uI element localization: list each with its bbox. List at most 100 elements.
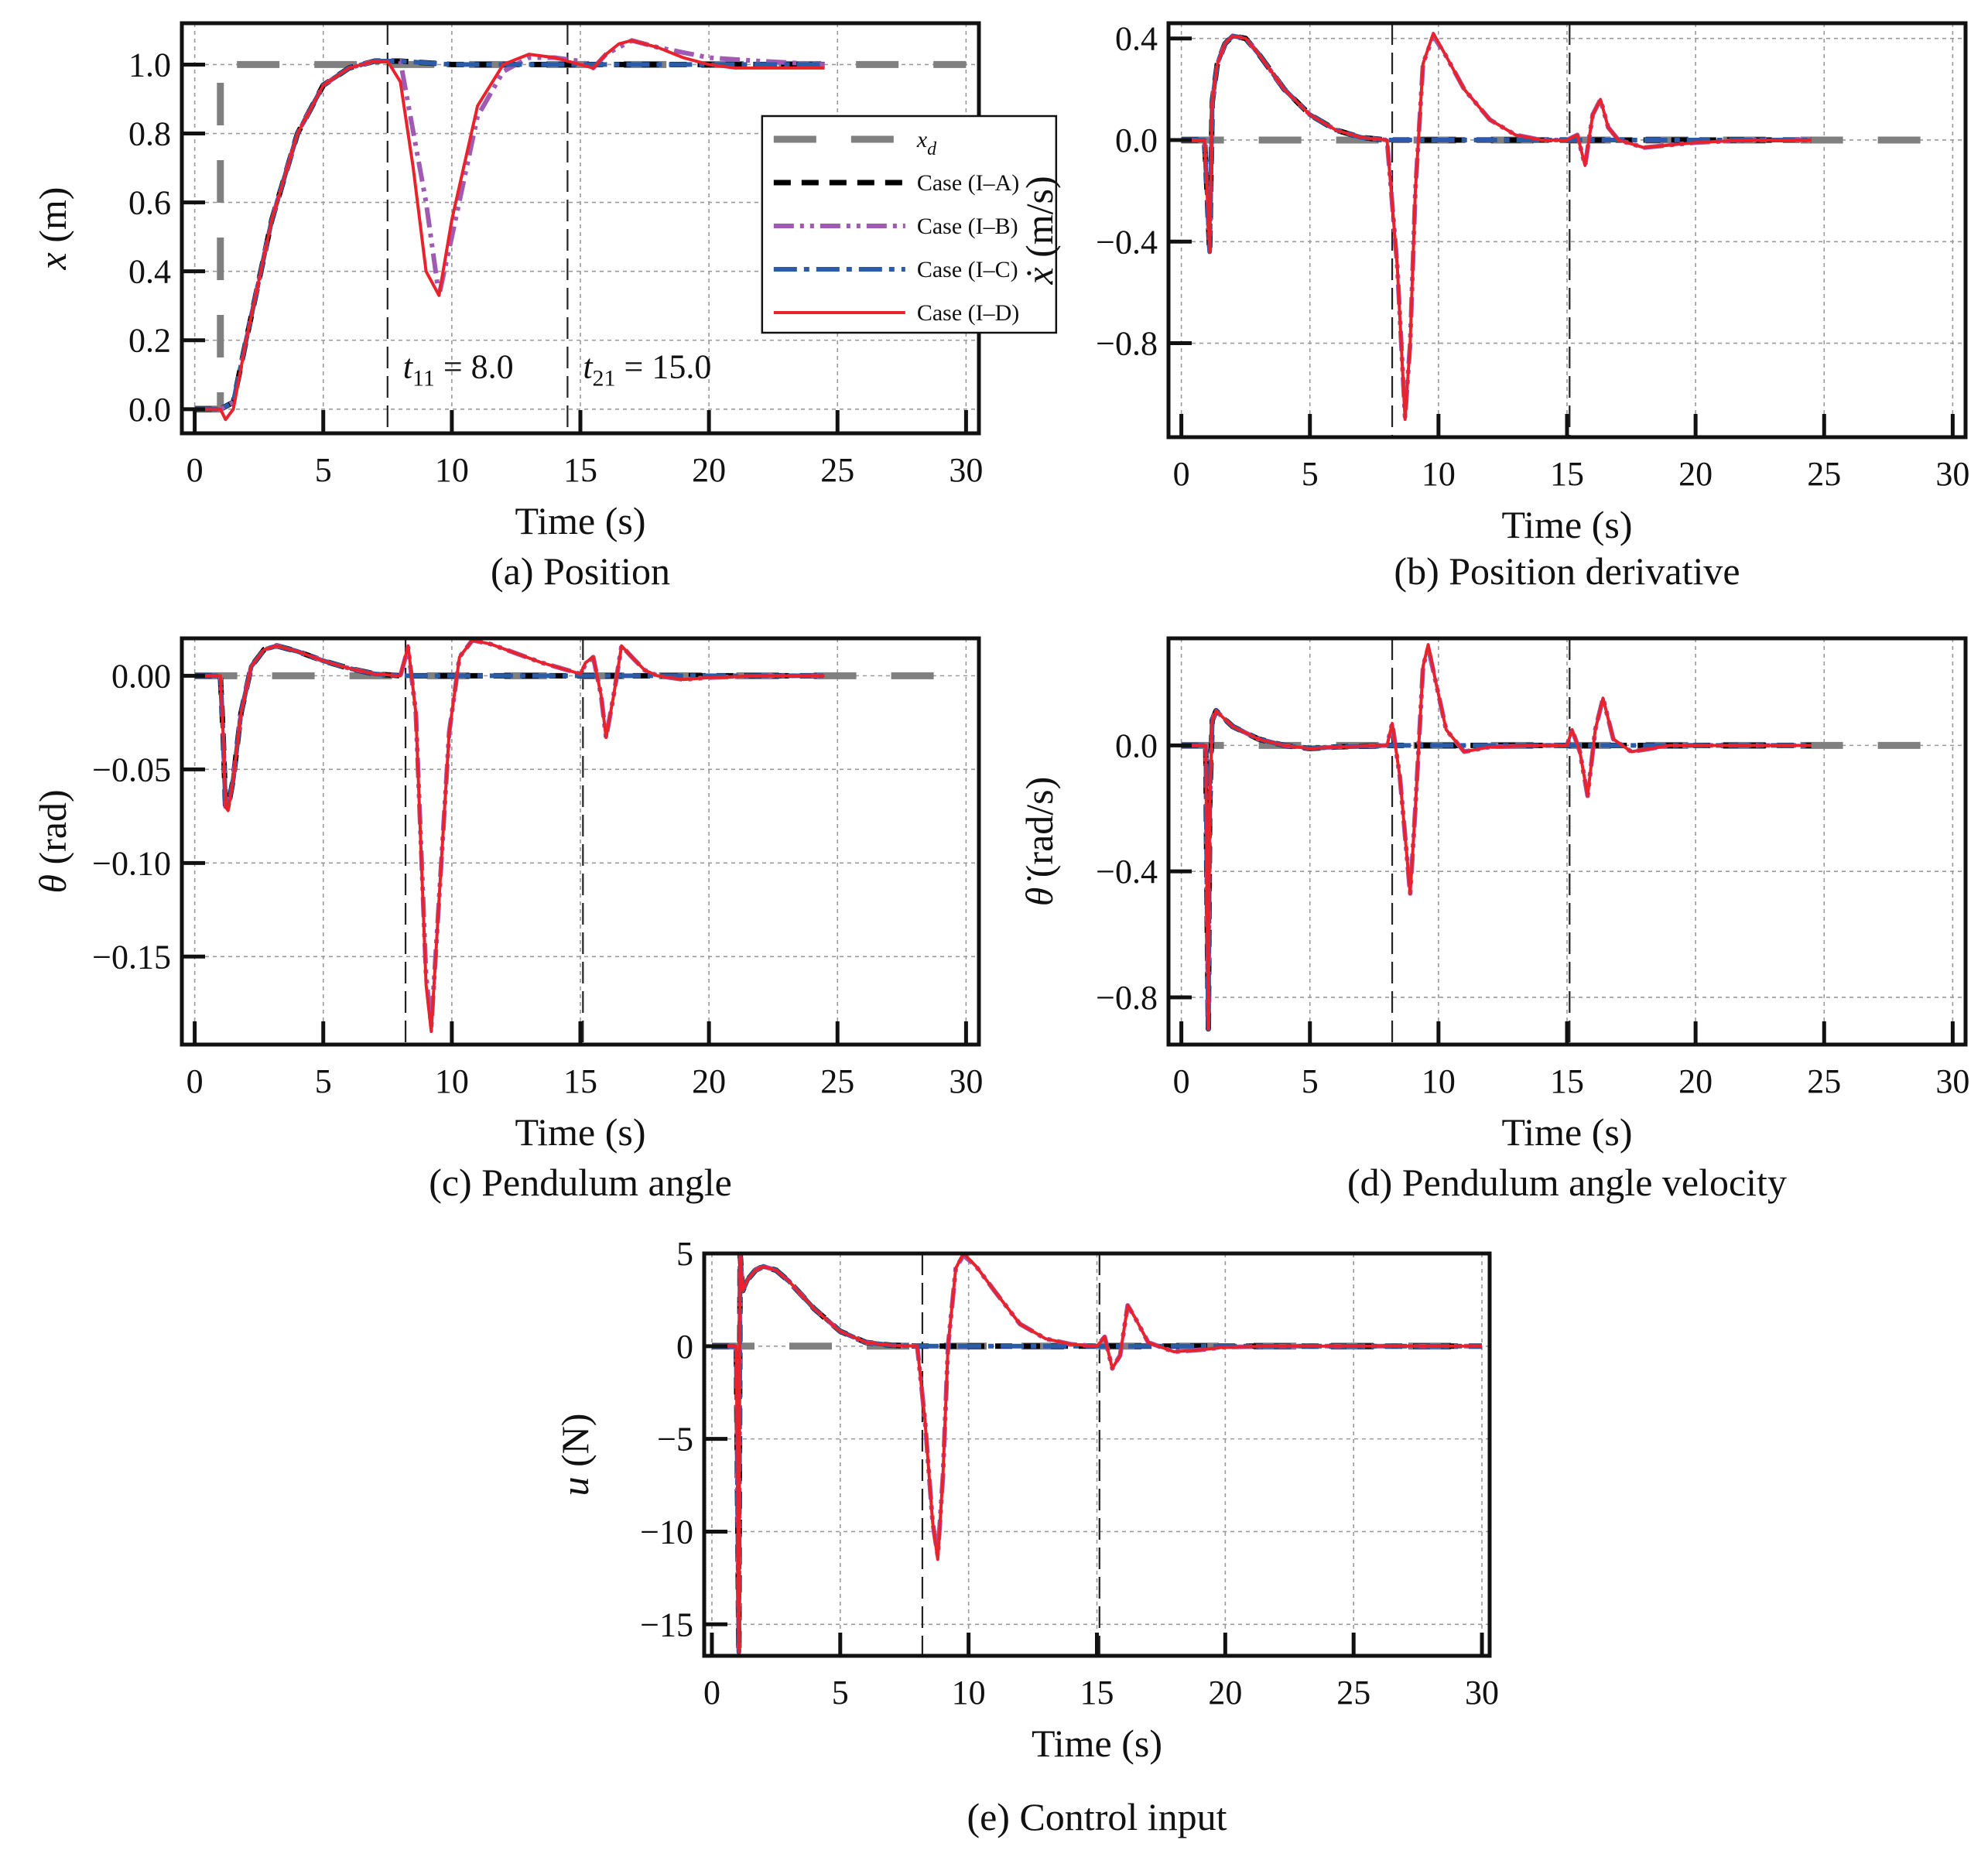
grid-c [182, 638, 979, 1045]
y-tick-label: −0.05 [92, 751, 171, 788]
legend-label-C: Case (I–C) [917, 257, 1018, 282]
x-tick-label: 0 [1173, 455, 1190, 493]
x-axis-label: Time (s) [515, 1110, 645, 1154]
legend-label-D: Case (I–D) [917, 300, 1019, 326]
x-tick-label: 25 [820, 1062, 854, 1100]
y-tick-label: −0.4 [1096, 853, 1158, 891]
y-tick-label: −0.15 [92, 938, 171, 976]
y-tick-label: 0.4 [1115, 20, 1158, 58]
series-C-line [194, 643, 825, 809]
series-A-line [194, 643, 825, 810]
series-A-line [712, 1253, 1482, 1655]
x-tick-label: 20 [1678, 455, 1713, 493]
y-tick-label: 0.6 [128, 184, 171, 222]
series-D-line [1181, 643, 1812, 1031]
panel-e: 0 5 10 15 20 25 30 −15 −10 −5 0 5 Time (s) u (N) (e) C… [553, 1235, 1499, 1838]
plot-area-c [194, 638, 967, 1034]
x-tick-label: 0 [1173, 1062, 1190, 1100]
panel-a: 0 5 10 15 20 25 30 0.0 0.2 0.4 0.6 0.8 1.0 Time (s) x … [31, 21, 1058, 593]
x-tick-label: 15 [1550, 1062, 1584, 1100]
y-tick-label: 0.0 [1115, 727, 1158, 764]
x-tick-label: 5 [1302, 1062, 1319, 1100]
x-tick-label: 25 [1807, 455, 1841, 493]
x-tick-label: 5 [315, 1062, 332, 1100]
y-tick-label: −0.4 [1096, 223, 1158, 261]
y-tick-label: 0.2 [128, 322, 171, 360]
legend-box [761, 115, 1058, 334]
x-tick-label: 0 [186, 451, 204, 489]
x-tick-label: 30 [1935, 455, 1969, 493]
x-tick-label: 30 [949, 1062, 983, 1100]
series-C-line [1181, 708, 1812, 1031]
y-axis-label: θ (rad) [31, 789, 74, 893]
x-tick-label: 30 [949, 451, 983, 489]
series-D-line [194, 39, 825, 422]
caption: (b) Position derivative [1394, 549, 1740, 593]
x-tick-label: 5 [315, 451, 332, 489]
x-tick-label: 25 [1807, 1062, 1841, 1100]
series-D-line [712, 1253, 1482, 1654]
x-tick-label: 25 [820, 451, 854, 489]
event-time-annotation: t11 = 8.0 [403, 348, 514, 392]
x-tick-label: 20 [1208, 1674, 1242, 1712]
y-tick-label: −15 [640, 1606, 693, 1643]
x-tick-label: 15 [1550, 455, 1584, 493]
grid-b [1169, 23, 1966, 437]
y-tick-label: −0.10 [92, 844, 171, 882]
series-B-line [194, 638, 825, 1028]
x-tick-label: 15 [563, 451, 597, 489]
caption: (a) Position [491, 549, 670, 593]
x-tick-label: 10 [435, 1062, 469, 1100]
legend-label-xd: xd [916, 127, 937, 159]
panel-b: 0 5 10 15 20 25 30 −0.8 −0.4 0.0 0.4 Time (s) ẋ (m/s… [1018, 20, 1969, 593]
series-B-line [1181, 645, 1812, 1031]
panel-c: 0 5 10 15 20 25 30 −0.15 −0.10 −0.05 0.00 Time (s) θ… [31, 636, 983, 1204]
x-axis-label: Time (s) [1032, 1722, 1162, 1765]
x-tick-label: 0 [703, 1674, 720, 1712]
y-tick-label: 0.4 [128, 253, 171, 291]
caption: (e) Control input [967, 1795, 1227, 1838]
x-tick-label: 0 [186, 1062, 204, 1100]
y-tick-label: 0.0 [1115, 121, 1158, 159]
y-tick-label: −10 [640, 1513, 693, 1551]
legend-label-A: Case (I–A) [917, 170, 1019, 196]
y-axis-label: x (m) [31, 187, 74, 271]
x-tick-label: 10 [1422, 455, 1456, 493]
panel-d: 0 5 10 15 20 25 30 −0.8 −0.4 0.0 Time (s) θ̇ (rad/s… [1018, 636, 1969, 1204]
grid-d [1169, 638, 1966, 1045]
x-tick-label: 15 [1080, 1674, 1114, 1712]
series-C-line [712, 1253, 1482, 1655]
x-tick-label: 15 [563, 1062, 597, 1100]
x-tick-label: 30 [1465, 1674, 1499, 1712]
x-axis-label: Time (s) [1501, 1110, 1632, 1154]
caption: (c) Pendulum angle [429, 1161, 732, 1204]
series-B-line [712, 1253, 1482, 1655]
y-tick-label: 0.0 [128, 391, 171, 429]
y-tick-label: 0 [676, 1328, 693, 1366]
x-tick-label: 20 [692, 1062, 726, 1100]
x-tick-label: 5 [832, 1674, 849, 1712]
grid-e [704, 1253, 1490, 1656]
caption: (d) Pendulum angle velocity [1347, 1161, 1787, 1204]
x-tick-label: 25 [1336, 1674, 1370, 1712]
y-tick-label: −5 [657, 1421, 693, 1459]
x-tick-label: 30 [1935, 1062, 1969, 1100]
y-axis-label: θ̇ (rad/s) [1018, 777, 1061, 907]
series-A-line [1181, 708, 1812, 1032]
y-tick-label: 0.00 [111, 657, 171, 695]
plot-area-d [1181, 643, 1953, 1032]
y-tick-label: 1.0 [128, 46, 171, 84]
plot-area-a [194, 38, 967, 422]
y-tick-label: 0.8 [128, 115, 171, 153]
plot-area-b [1181, 32, 1953, 421]
series-D-line [1181, 32, 1812, 421]
y-tick-label: 5 [676, 1235, 693, 1273]
y-tick-label: −0.8 [1096, 979, 1158, 1017]
x-axis-label: Time (s) [1501, 503, 1632, 546]
legend: xd Case (I–A) Case (I–B) Case (I–C) Case (I–… [761, 115, 1058, 334]
x-tick-label: 10 [435, 451, 469, 489]
series-B-line [1181, 33, 1812, 419]
event-time-annotation: t21 = 15.0 [583, 348, 711, 392]
series-D-line [194, 638, 825, 1034]
